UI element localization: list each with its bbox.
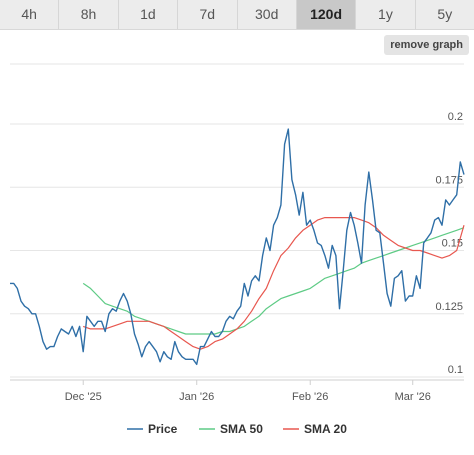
tab-1y[interactable]: 1y xyxy=(356,0,416,29)
x-tick-label: Dec '25 xyxy=(65,391,102,403)
legend-label[interactable]: Price xyxy=(148,422,178,436)
tab-120d[interactable]: 120d xyxy=(296,0,357,29)
y-tick-label: 0.175 xyxy=(435,174,463,186)
y-tick-label: 0.125 xyxy=(435,301,463,313)
chart-legend: Price SMA 50 SMA 20 xyxy=(127,422,347,436)
legend-label[interactable]: SMA 20 xyxy=(304,422,347,436)
x-tick-label: Mar '26 xyxy=(395,391,431,403)
x-axis: Dec '25 Jan '26 Feb '26 Mar '26 xyxy=(10,379,464,403)
tab-5y[interactable]: 5y xyxy=(415,0,474,29)
tab-1d[interactable]: 1d xyxy=(118,0,179,29)
series-line-sma-20 xyxy=(83,217,465,350)
tab-30d[interactable]: 30d xyxy=(237,0,297,29)
series-line-sma-50 xyxy=(82,227,465,335)
timeframe-tabs: 4h 8h 1d 7d 30d 120d 1y 5y xyxy=(0,0,474,30)
x-tick-label: Feb '26 xyxy=(292,391,328,403)
remove-graph-button[interactable]: remove graph xyxy=(384,35,469,55)
chart-series xyxy=(10,128,465,366)
tab-4h[interactable]: 4h xyxy=(0,0,60,29)
legend-label[interactable]: SMA 50 xyxy=(220,422,263,436)
series-line-price xyxy=(10,128,465,366)
chart-grid xyxy=(10,63,464,378)
y-tick-label: 0.2 xyxy=(448,111,463,123)
tab-8h[interactable]: 8h xyxy=(59,0,119,29)
tab-7d[interactable]: 7d xyxy=(178,0,238,29)
y-tick-label: 0.1 xyxy=(448,364,463,376)
x-tick-label: Jan '26 xyxy=(179,391,214,403)
